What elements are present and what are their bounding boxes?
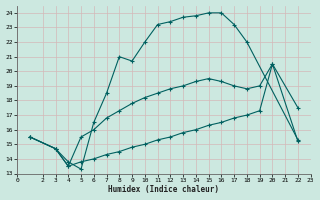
X-axis label: Humidex (Indice chaleur): Humidex (Indice chaleur) bbox=[108, 185, 220, 194]
